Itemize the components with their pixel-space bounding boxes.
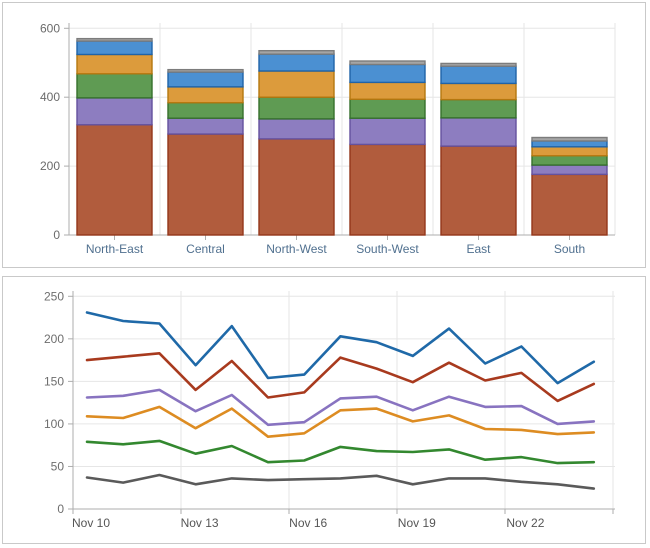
y-tick-label: 100 bbox=[44, 417, 64, 431]
bar-segment-brown[interactable] bbox=[258, 138, 335, 236]
line-series-blue[interactable] bbox=[85, 311, 596, 385]
line-series-green[interactable] bbox=[85, 439, 596, 465]
bar-segment-blue[interactable] bbox=[531, 140, 608, 148]
bar-segment-gray[interactable] bbox=[531, 136, 608, 142]
x-tick-label: Nov 10 bbox=[72, 516, 110, 530]
bar-segment-green[interactable] bbox=[167, 102, 244, 119]
x-tick-label: Nov 19 bbox=[398, 516, 436, 530]
bar-segment-blue[interactable] bbox=[76, 40, 153, 56]
y-tick-label: 250 bbox=[44, 289, 64, 303]
category-label: Central bbox=[186, 242, 225, 256]
line-series-red[interactable] bbox=[85, 352, 596, 403]
bar-segment-blue[interactable] bbox=[440, 65, 517, 85]
bar-segment-green[interactable] bbox=[440, 98, 517, 119]
bar-segment-blue[interactable] bbox=[349, 63, 426, 84]
category-label: South-West bbox=[356, 242, 419, 256]
line-series-gray[interactable] bbox=[85, 473, 596, 490]
bar-segment-purple[interactable] bbox=[258, 118, 335, 140]
bar-segment-gray[interactable] bbox=[167, 68, 244, 73]
bar-segment-orange[interactable] bbox=[349, 81, 426, 100]
y-tick-label: 0 bbox=[57, 502, 64, 516]
bar-segment-brown[interactable] bbox=[167, 133, 244, 236]
bar-segment-purple[interactable] bbox=[440, 117, 517, 147]
y-tick-label: 0 bbox=[53, 228, 60, 242]
bar-segment-gray[interactable] bbox=[349, 60, 426, 66]
stacked-bar-chart-canvas[interactable]: 0 200 400 600 North-East Central North-West Sou… bbox=[3, 3, 645, 267]
x-tick-label: Nov 13 bbox=[181, 516, 219, 530]
x-tick-label: Nov 22 bbox=[506, 516, 544, 530]
bar-segment-brown[interactable] bbox=[349, 143, 426, 236]
line-chart-panel: 0 50 100 150 200 250 Nov 10 Nov 13 Nov 16 Nov 19 N… bbox=[2, 276, 646, 544]
bar-segment-brown[interactable] bbox=[440, 145, 517, 236]
line-chart-canvas[interactable]: 0 50 100 150 200 250 Nov 10 Nov 13 Nov 16 Nov 19 N… bbox=[3, 277, 645, 543]
category-label: North-East bbox=[86, 242, 144, 256]
bar-segment-green[interactable] bbox=[349, 98, 426, 119]
bar-segment-gray[interactable] bbox=[440, 62, 517, 67]
bar-segment-purple[interactable] bbox=[531, 164, 608, 176]
y-tick-label: 400 bbox=[40, 90, 60, 104]
category-label: East bbox=[466, 242, 491, 256]
bar-segment-orange[interactable] bbox=[167, 86, 244, 104]
bar-segment-orange[interactable] bbox=[76, 53, 153, 75]
bar-segment-orange[interactable] bbox=[258, 70, 335, 98]
bar-segment-purple[interactable] bbox=[76, 97, 153, 126]
y-tick-label: 600 bbox=[40, 21, 60, 35]
category-label: North-West bbox=[266, 242, 327, 256]
bar-segment-green[interactable] bbox=[258, 96, 335, 120]
y-tick-label: 200 bbox=[44, 332, 64, 346]
line-series-orange[interactable] bbox=[85, 405, 596, 438]
bar-segment-green[interactable] bbox=[76, 73, 153, 99]
y-tick-label: 150 bbox=[44, 374, 64, 388]
category-label: South bbox=[554, 242, 585, 256]
bar-segment-purple[interactable] bbox=[167, 117, 244, 135]
bar-segment-blue[interactable] bbox=[167, 71, 244, 88]
y-tick-label: 200 bbox=[40, 159, 60, 173]
bar-segment-purple[interactable] bbox=[349, 117, 426, 146]
stacked-bar-chart-panel: 0 200 400 600 North-East Central North-West Sou… bbox=[2, 2, 646, 268]
bar-segment-gray[interactable] bbox=[258, 49, 335, 55]
line-series-purple[interactable] bbox=[85, 388, 596, 427]
bar-segment-brown[interactable] bbox=[531, 173, 608, 236]
bar-segment-gray[interactable] bbox=[76, 37, 153, 42]
bar-segment-orange[interactable] bbox=[531, 146, 608, 157]
x-tick-label: Nov 16 bbox=[289, 516, 327, 530]
bar-segment-brown[interactable] bbox=[76, 124, 153, 236]
bar-segment-green[interactable] bbox=[531, 155, 608, 166]
y-tick-label: 50 bbox=[51, 459, 65, 473]
bar-segment-orange[interactable] bbox=[440, 82, 517, 101]
bar-segment-blue[interactable] bbox=[258, 53, 335, 72]
